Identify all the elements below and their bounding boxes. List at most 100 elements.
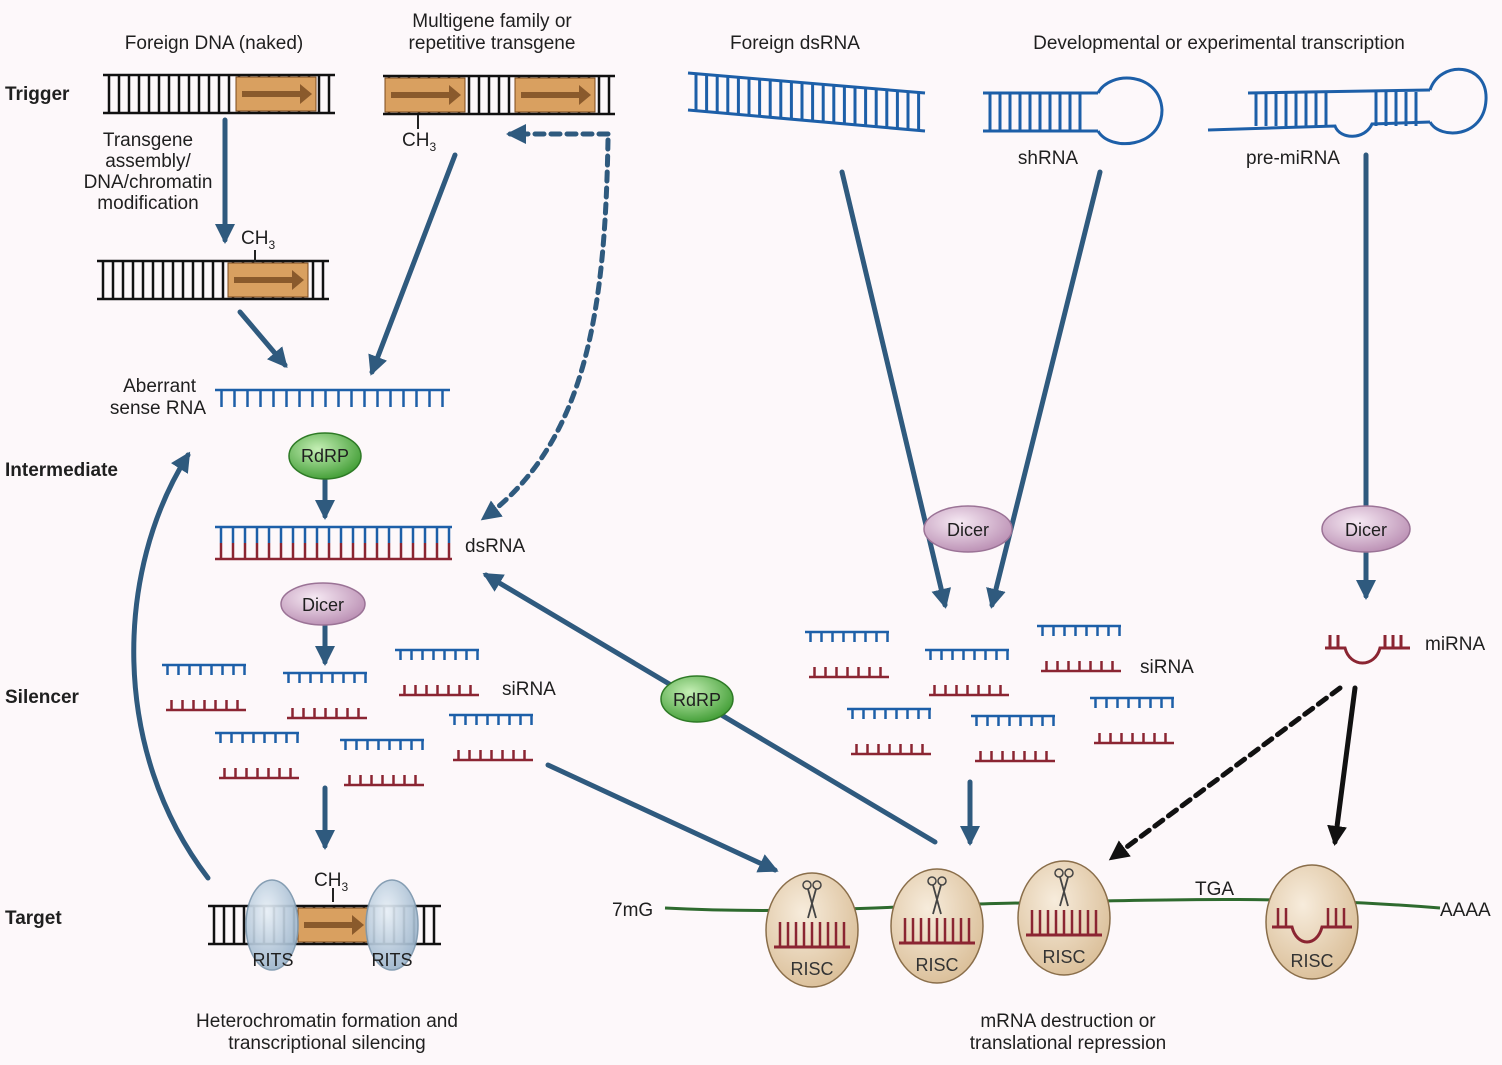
trigger-multigene-line2: repetitive transgene: [409, 33, 576, 54]
sirna-label-left: siRNA: [502, 679, 556, 700]
svg-text:RITS: RITS: [371, 950, 412, 970]
transgene-arrow-head: [300, 84, 312, 104]
dashed-arrow-to-dsrna: [480, 137, 611, 521]
sirna-duplex: [1090, 696, 1174, 745]
arrow-rits-to-aberrant: [131, 451, 211, 881]
transgene-arrow-head: [579, 85, 591, 105]
dicer-oval-left: Dicer: [280, 582, 366, 626]
sirna-sense-strand: [395, 648, 479, 660]
outcome-heterochromatin-line1: Heterochromatin formation and: [196, 1011, 458, 1032]
row-label-silencer: Silencer: [5, 687, 80, 708]
polya-label: AAAA: [1440, 900, 1491, 921]
arrow-mirna-to-risc: [1327, 685, 1358, 846]
transgene-arrow-head: [449, 85, 461, 105]
transgene-text-line4: modification: [97, 193, 198, 214]
risc-complexes: RISC RISC RISC RISC: [765, 860, 1359, 988]
arrow-to-aberrant-rna: [237, 309, 288, 369]
sirna-sense-strand: [340, 738, 424, 750]
dsrna-label: dsRNA: [465, 536, 526, 557]
shrna-loop: [1096, 76, 1164, 146]
arrow-multigene-to-aberrant: [368, 152, 458, 376]
pre-mirna-top-strand: [1247, 88, 1431, 95]
dsrna-antisense-strand: [215, 543, 452, 561]
rdrp-oval-top: RdRP: [288, 432, 362, 480]
foreign-dna-helix: [103, 73, 335, 115]
outcome-mrna-line2: translational repression: [970, 1033, 1166, 1054]
shrna-hairpin: [983, 76, 1164, 146]
multigene-dna-helix: [383, 74, 615, 116]
aberrant-sense-rna: [215, 388, 450, 407]
scissors-icon: [807, 888, 817, 919]
transgene-text-line3: DNA/chromatin: [84, 172, 213, 193]
risc-complex: RISC: [890, 868, 984, 984]
scissors-icon: [1054, 868, 1064, 878]
dsrna-bottom-strand: [687, 108, 926, 133]
row-label-target: Target: [5, 908, 62, 929]
scissors-icon: [802, 880, 812, 890]
svg-text:RITS: RITS: [252, 950, 293, 970]
cap-label: 7mG: [612, 900, 653, 921]
row-label-trigger: Trigger: [5, 84, 70, 105]
aberrant-label-line2: sense RNA: [110, 398, 206, 419]
svg-text:Dicer: Dicer: [947, 520, 989, 540]
rdrp-oval-mid: RdRP: [660, 675, 734, 723]
mirna-strand: [1325, 646, 1410, 665]
dicer-oval-right: Dicer: [1321, 505, 1411, 553]
risc-label: RISC: [1290, 951, 1333, 971]
sirna-antisense-strand: [344, 775, 424, 787]
aberrant-label-line1: Aberrant: [123, 376, 197, 397]
sirna-duplex: [1037, 624, 1121, 673]
dsrna-top-strand: [687, 71, 926, 95]
methyl-label-target: CH3: [314, 870, 348, 894]
sirna-sense-strand: [162, 663, 246, 675]
sirna-duplex: [925, 648, 1009, 697]
sirna-sense-strand: [449, 713, 533, 725]
sirna-antisense-strand: [166, 700, 246, 712]
sirna-antisense-strand: [453, 750, 533, 762]
sirna-sense-strand: [805, 630, 889, 642]
sirna-antisense-strand: [1094, 733, 1174, 745]
methylated-dna-helix: [97, 259, 329, 301]
sirna-sense-strand: [925, 648, 1009, 660]
scissors-icon: [937, 876, 947, 886]
scissors-icon: [927, 876, 937, 886]
risc-complex: RISC: [765, 872, 859, 988]
risc-complex: RISC: [1265, 864, 1359, 980]
methyl-label-multigene: CH3: [402, 130, 436, 154]
transgene-arrow-head: [292, 270, 304, 290]
methyl-label-modified: CH3: [241, 228, 275, 252]
risc-body: [1265, 864, 1359, 980]
sirna-sense-strand: [1037, 624, 1121, 636]
sirna-antisense-strand: [1041, 661, 1121, 673]
arrow-shrna-to-sirna: [986, 169, 1103, 609]
transgene-text-line1: Transgene: [103, 130, 193, 151]
scissors-icon: [932, 884, 942, 915]
trigger-developmental: Developmental or experimental transcript…: [1033, 33, 1405, 54]
aberrant-sense-strand: [215, 388, 450, 407]
mirna-guide-strand: [1272, 925, 1352, 944]
sirna-sense-strand: [971, 714, 1055, 726]
right-arrows: [839, 152, 1376, 861]
scissors-icon: [1059, 876, 1069, 907]
sirna-sense-strand: [283, 671, 367, 683]
sirna-duplex: [215, 731, 299, 780]
dashed-arrow-mirna-to-risc: [1108, 685, 1343, 861]
sirna-antisense-strand: [399, 685, 479, 697]
rits-complex-right: RITS: [365, 879, 419, 971]
mirna-label: miRNA: [1425, 634, 1485, 655]
pre-mirna-label: pre-miRNA: [1246, 148, 1340, 169]
sirna-sense-strand: [215, 731, 299, 743]
outcome-mrna-line1: mRNA destruction or: [980, 1011, 1156, 1032]
sirna-sense-strand: [1090, 696, 1174, 708]
stop-codon-label: TGA: [1195, 879, 1234, 900]
sirna-duplex: [162, 663, 246, 712]
sirna-duplex: [395, 648, 479, 697]
sirna-group-right: [805, 624, 1174, 763]
mirna-duplex: [1325, 635, 1410, 665]
risc-label: RISC: [790, 959, 833, 979]
outcome-heterochromatin-line2: transcriptional silencing: [228, 1033, 426, 1054]
sirna-duplex: [971, 714, 1055, 763]
pre-mirna-bottom-strand: [1207, 120, 1431, 138]
svg-text:Dicer: Dicer: [1345, 520, 1387, 540]
